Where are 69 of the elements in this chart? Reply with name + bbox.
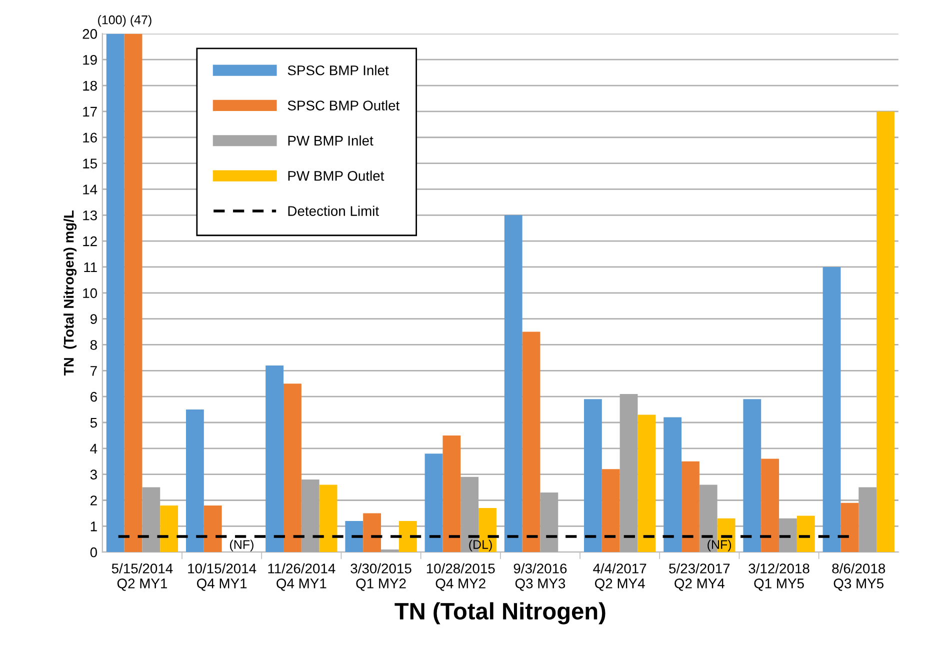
bar: [840, 502, 859, 552]
y-tick-label: 7: [90, 366, 97, 376]
bar: [106, 34, 124, 552]
bar: [301, 480, 320, 552]
annotation: (NF): [230, 540, 254, 552]
x-tick-label: 3/30/2015 Q1 MY2: [350, 563, 412, 591]
y-tick-label: 12: [83, 236, 97, 246]
bar: [442, 435, 461, 552]
bar: [424, 454, 443, 552]
x-tick-label: 5/15/2014 Q2 MY1: [112, 563, 173, 591]
bar: [743, 399, 762, 552]
legend-label: PW BMP Inlet: [288, 135, 374, 146]
x-tick-label: 4/4/2017 Q2 MY4: [593, 563, 646, 591]
y-tick-label: 3: [90, 470, 97, 480]
legend-label: SPSC BMP Outlet: [288, 100, 400, 110]
bar: [602, 469, 620, 552]
y-tick-label: 6: [90, 392, 97, 402]
x-tick-label: 5/23/2017 Q2 MY4: [669, 563, 730, 591]
bar: [796, 516, 815, 552]
bar: [761, 458, 780, 552]
legend-label: PW BMP Outlet: [288, 170, 384, 181]
y-tick-label: 9: [90, 314, 97, 324]
x-tick-label: 10/28/2015 Q4 MY2: [426, 563, 495, 591]
bar: [186, 410, 204, 552]
bar: [160, 505, 178, 552]
bar: [398, 520, 417, 552]
bar: [381, 550, 399, 552]
y-tick-label: 16: [83, 132, 97, 143]
y-tick-label: 14: [83, 184, 98, 194]
legend-label: SPSC BMP Inlet: [288, 65, 389, 76]
y-tick-label: 5: [90, 418, 97, 428]
bar: [363, 513, 382, 552]
bar: [345, 520, 364, 552]
bar: [266, 365, 284, 552]
bar: [664, 417, 682, 552]
annotation: (100) (47): [98, 15, 152, 27]
x-tick-label: 9/3/2016 Q3 MY3: [514, 563, 567, 591]
bar: [319, 484, 338, 552]
y-tick-label: 15: [83, 158, 97, 168]
bar: [504, 215, 522, 552]
bar: [584, 399, 602, 552]
x-tick-label: 11/26/2014 Q4 MY1: [268, 563, 336, 591]
x-tick-label: 8/6/2018 Q3 MY5: [832, 563, 886, 591]
y-tick-label: 11: [84, 262, 97, 272]
y-tick-label: 13: [83, 210, 97, 220]
y-tick-label: 4: [90, 444, 98, 454]
y-tick-label: 8: [90, 340, 97, 350]
y-axis-title: TN (Total Nitrogen) mg/L: [64, 210, 77, 376]
x-tick-label: 3/12/2018 Q1 MY5: [748, 563, 810, 591]
y-tick-label: 19: [83, 54, 97, 65]
y-tick-label: 1: [90, 522, 97, 532]
y-tick-label: 10: [83, 288, 98, 298]
legend-label: Detection Limit: [288, 206, 379, 216]
bar: [204, 505, 222, 552]
y-tick-label: 17: [83, 106, 97, 116]
bar: [682, 461, 700, 552]
bar: [522, 332, 540, 552]
bar: [284, 384, 302, 552]
y-tick-label: 0: [90, 547, 98, 558]
y-tick-label: 18: [83, 80, 97, 91]
x-tick-label: 10/15/2014 Q4 MY1: [188, 563, 256, 591]
x-axis-title: TN (Total Nitrogen): [394, 602, 606, 624]
bar: [822, 266, 841, 552]
y-tick-label: 20: [82, 29, 98, 39]
bar: [124, 34, 142, 552]
y-tick-label: 2: [90, 496, 97, 506]
bar: [876, 111, 894, 552]
bar: [779, 518, 797, 552]
bar: [638, 414, 656, 552]
